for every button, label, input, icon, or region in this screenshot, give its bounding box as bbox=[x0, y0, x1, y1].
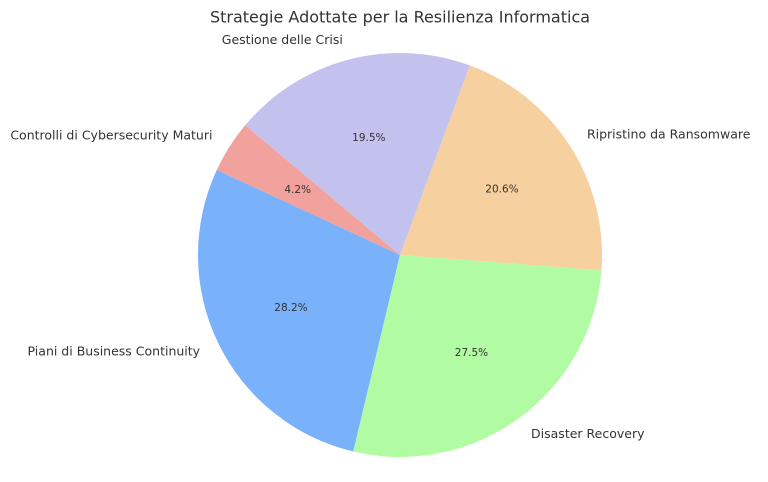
pct-label: 20.6% bbox=[485, 183, 518, 195]
slice-label: Controlli di Cybersecurity Maturi bbox=[10, 127, 212, 142]
slice-label: Gestione delle Crisi bbox=[222, 32, 343, 47]
slice-label: Disaster Recovery bbox=[531, 426, 645, 441]
pct-label: 4.2% bbox=[284, 184, 311, 196]
chart-title: Strategie Adottate per la Resilienza Inf… bbox=[210, 8, 590, 27]
pie-slice bbox=[216, 125, 400, 255]
slice-label: Piani di Business Continuity bbox=[28, 343, 201, 358]
pct-label: 28.2% bbox=[274, 302, 307, 314]
pie-slice bbox=[198, 170, 400, 452]
pie-slice bbox=[353, 255, 602, 457]
pie-slice bbox=[245, 53, 470, 255]
pct-label: 19.5% bbox=[352, 132, 385, 144]
pie-slice bbox=[400, 65, 602, 271]
slice-label: Ripristino da Ransomware bbox=[587, 126, 751, 141]
pct-label: 27.5% bbox=[455, 347, 488, 359]
